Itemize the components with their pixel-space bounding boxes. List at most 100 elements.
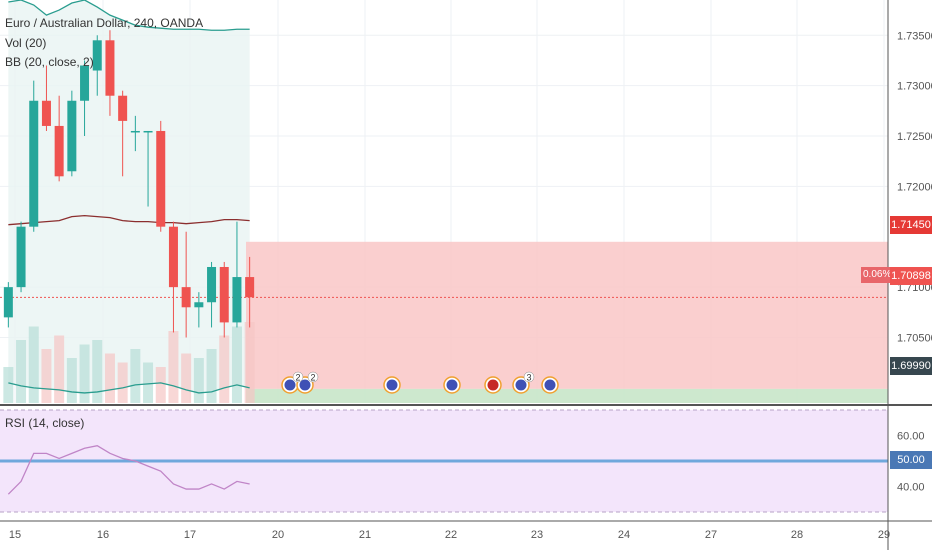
bb-lower-line	[8, 382, 250, 394]
volume-bar	[3, 367, 14, 403]
candle	[16, 221, 26, 293]
volume-legend[interactable]: Vol (20)	[5, 36, 47, 50]
stop-loss-price-label: 1.71450	[890, 216, 932, 234]
rsi-pane	[0, 409, 888, 513]
event-flag-core	[446, 379, 458, 391]
candle	[245, 256, 255, 328]
event-count-text: 2	[295, 373, 300, 383]
candle-body	[16, 226, 26, 288]
volume-bar	[130, 349, 141, 403]
volume-bar	[79, 344, 90, 403]
time-tick-label: 15	[9, 529, 21, 541]
event-count-badge	[523, 371, 535, 383]
loss-zone	[246, 241, 888, 389]
candle	[130, 115, 140, 152]
time-tick-label: 20	[272, 529, 284, 541]
price-tick-label: 1.72500	[897, 131, 932, 143]
candle	[41, 65, 51, 131]
volume-bar	[92, 340, 103, 403]
price-tick-label: 1.71000	[897, 282, 932, 294]
candle	[92, 35, 102, 96]
current-price-label: 1.70898	[890, 267, 932, 285]
candle-body	[207, 266, 217, 303]
candle-body	[130, 130, 140, 133]
bb-legend[interactable]: BB (20, close, 2)	[5, 55, 94, 69]
price-tick-label: 1.73000	[897, 81, 932, 93]
candle-body	[3, 287, 13, 318]
bb-upper-line	[8, 0, 250, 31]
symbol-title[interactable]: Euro / Australian Dollar, 240, OANDA	[5, 16, 204, 30]
volume-bar	[143, 362, 154, 403]
candle-body	[156, 130, 166, 227]
rsi-level-label: 50.00	[890, 451, 932, 469]
event-count-badge	[307, 371, 319, 383]
candle-body	[41, 100, 51, 126]
volume-bar	[104, 353, 115, 403]
bb-basis-line	[8, 214, 250, 226]
event-flag-core	[487, 379, 499, 391]
price-tick-label: 1.70500	[897, 333, 932, 345]
time-tick-label: 16	[97, 529, 109, 541]
time-tick-label: 28	[791, 529, 803, 541]
volume-bar	[206, 349, 217, 403]
time-tick-label: 22	[445, 529, 457, 541]
candle-body	[92, 40, 102, 71]
volume-bar	[181, 353, 192, 403]
volume-bar	[155, 367, 166, 403]
event-count-text: 3	[526, 373, 531, 383]
volume-bar	[28, 326, 39, 403]
candle-body	[143, 130, 153, 133]
volume-bars	[3, 322, 255, 403]
candle-body	[54, 125, 64, 177]
candle	[118, 90, 128, 177]
candle-body	[181, 287, 191, 308]
candle	[54, 95, 64, 182]
event-count-text: 2	[310, 373, 315, 383]
candle	[232, 221, 242, 328]
candle-body	[105, 40, 115, 96]
candle-body	[245, 277, 255, 298]
change-badge: 0.06%	[861, 267, 894, 283]
time-tick-label: 29	[878, 529, 890, 541]
candle-body	[118, 95, 128, 121]
target-price-label: 1.69990	[890, 357, 932, 375]
event-count-badge	[292, 371, 304, 383]
candle	[207, 261, 217, 328]
candle-body	[219, 266, 229, 323]
volume-bar	[168, 331, 179, 403]
event-flag-core	[386, 379, 398, 391]
position-zones	[246, 241, 888, 403]
rsi-line	[7, 445, 250, 495]
rsi-tick-label: 40.00	[897, 482, 925, 494]
candle	[80, 60, 90, 137]
candle	[194, 292, 204, 328]
rsi-tick-label: 60.00	[897, 431, 925, 443]
time-tick-label: 23	[531, 529, 543, 541]
candle-body	[80, 65, 90, 101]
volume-bar	[66, 358, 77, 403]
volume-bar	[193, 358, 204, 403]
candle	[143, 130, 153, 207]
time-tick-label: 24	[618, 529, 630, 541]
candlesticks	[3, 30, 255, 338]
price-tick-label: 1.72000	[897, 181, 932, 193]
volume-bar	[219, 335, 230, 403]
candle	[29, 80, 39, 232]
candle-body	[168, 226, 178, 288]
volume-bar	[41, 349, 52, 403]
time-tick-label: 21	[359, 529, 371, 541]
bollinger-lines	[0, 0, 888, 394]
volume-bar	[54, 335, 65, 403]
candle-body	[29, 100, 39, 227]
candle	[67, 90, 77, 177]
profit-zone	[246, 388, 888, 403]
candle-body	[232, 277, 242, 323]
event-flag-core	[299, 379, 311, 391]
candle	[168, 221, 178, 333]
time-tick-label: 17	[184, 529, 196, 541]
volume-bar	[231, 326, 242, 403]
rsi-legend[interactable]: RSI (14, close)	[5, 416, 85, 430]
price-tick-label: 1.73500	[897, 30, 932, 42]
